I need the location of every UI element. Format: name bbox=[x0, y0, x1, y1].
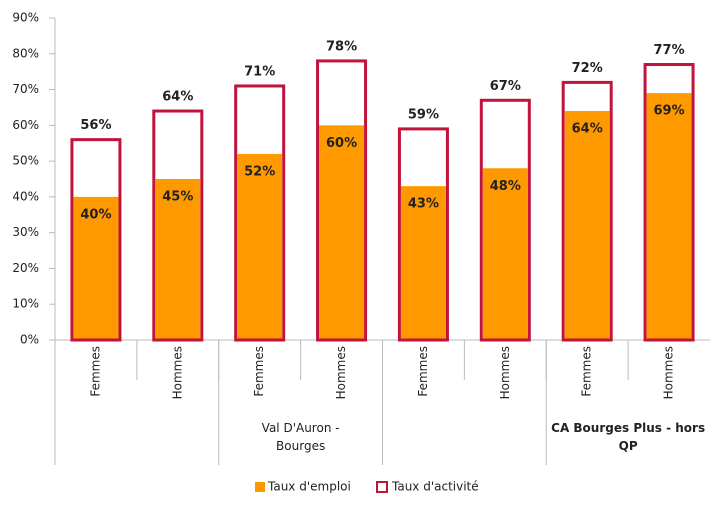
y-tick-label: 70% bbox=[12, 82, 39, 96]
activity-label: 67% bbox=[490, 79, 521, 94]
employment-label: 64% bbox=[572, 122, 603, 137]
y-tick-label: 40% bbox=[12, 189, 39, 203]
employment-label: 52% bbox=[244, 164, 275, 179]
y-tick-label: 60% bbox=[12, 118, 39, 132]
employment-bar bbox=[237, 153, 283, 339]
employment-bar bbox=[73, 196, 119, 339]
x-tick-label: Femmes bbox=[252, 346, 266, 397]
activity-label: 56% bbox=[80, 118, 111, 133]
employment-label: 48% bbox=[490, 179, 521, 194]
x-tick-label: Hommes bbox=[334, 346, 348, 399]
x-tick-label: Femmes bbox=[88, 346, 102, 397]
activity-label: 59% bbox=[408, 107, 439, 122]
activity-label: 77% bbox=[654, 43, 685, 58]
employment-label: 45% bbox=[162, 190, 193, 205]
y-tick-label: 0% bbox=[20, 333, 39, 347]
group-label: Val D'Auron -Bourges bbox=[262, 421, 340, 453]
x-tick-label: Hommes bbox=[170, 346, 184, 399]
x-tick-label: Hommes bbox=[498, 346, 512, 399]
legend-label: Taux d'emploi bbox=[267, 480, 351, 494]
x-tick-label: Femmes bbox=[580, 346, 594, 397]
y-tick-label: 50% bbox=[12, 154, 39, 168]
employment-bar bbox=[564, 111, 610, 339]
employment-bar bbox=[319, 125, 365, 339]
employment-bar bbox=[646, 93, 692, 339]
employment-label: 40% bbox=[80, 207, 111, 222]
employment-label: 69% bbox=[654, 104, 685, 119]
x-tick-label: Hommes bbox=[662, 346, 676, 399]
x-tick-label: Femmes bbox=[416, 346, 430, 397]
group-label: CA Bourges Plus - hors QP bbox=[551, 421, 705, 453]
employment-label: 60% bbox=[326, 136, 357, 151]
y-tick-label: 90% bbox=[12, 11, 39, 25]
activity-label: 64% bbox=[162, 90, 193, 105]
activity-label: 72% bbox=[572, 61, 603, 76]
employment-label: 43% bbox=[408, 197, 439, 212]
activity-label: 71% bbox=[244, 64, 275, 79]
y-tick-label: 10% bbox=[12, 297, 39, 311]
legend-swatch bbox=[376, 481, 388, 493]
y-tick-label: 20% bbox=[12, 261, 39, 275]
employment-bar bbox=[400, 186, 446, 339]
y-tick-label: 80% bbox=[12, 46, 39, 60]
y-tick-label: 30% bbox=[12, 225, 39, 239]
activity-label: 78% bbox=[326, 39, 357, 54]
legend-label: Taux d'activité bbox=[391, 480, 479, 494]
employment-bar bbox=[155, 179, 201, 339]
employment-bar bbox=[482, 168, 528, 339]
legend-swatch bbox=[255, 482, 265, 492]
